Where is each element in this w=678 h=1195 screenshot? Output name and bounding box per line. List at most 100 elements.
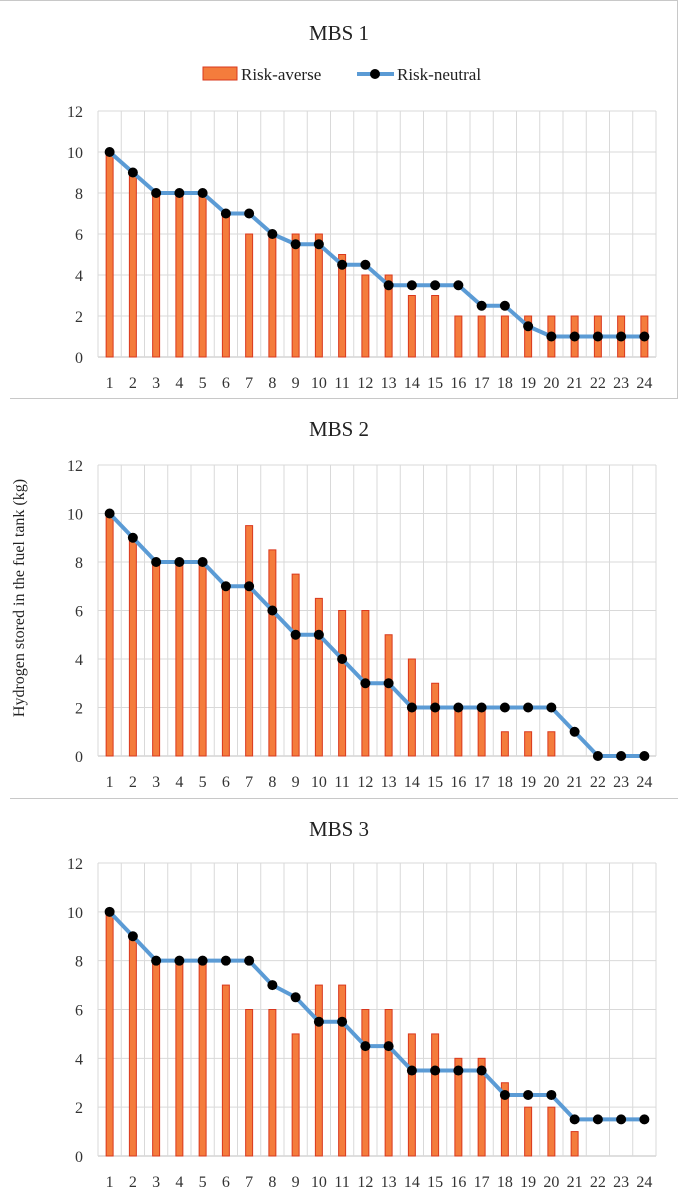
line-point: [127, 931, 138, 942]
x-tick-label: 7: [245, 1174, 253, 1191]
bar: [477, 1057, 486, 1157]
x-tick-label: 1: [106, 774, 114, 791]
x-tick-label: 4: [175, 774, 183, 791]
x-tick-label: 9: [292, 375, 300, 392]
bar: [361, 1009, 370, 1157]
line-point: [592, 751, 603, 761]
bar: [384, 1009, 393, 1157]
x-tick-label: 2: [129, 1174, 137, 1191]
y-axis-label: Hydrogen stored in the fuel tank (kg): [11, 478, 28, 718]
bar: [105, 151, 114, 358]
x-tick-label: 24: [636, 375, 652, 392]
line-point: [290, 629, 301, 640]
x-tick-label: 18: [497, 1174, 513, 1191]
bar: [500, 731, 509, 757]
bar: [175, 192, 184, 358]
x-tick-label: 5: [199, 774, 207, 791]
gridlines: [97, 110, 657, 358]
y-tick-label: 6: [75, 227, 83, 244]
y-tick-label: 0: [75, 1149, 83, 1166]
x-tick-label: 21: [567, 1174, 583, 1191]
line-point: [639, 1114, 650, 1125]
x-tick-label: 11: [334, 375, 349, 392]
line-point: [244, 208, 255, 219]
line-point: [127, 532, 138, 543]
x-tick-label: 23: [613, 375, 629, 392]
line-point: [406, 1065, 417, 1076]
x-tick-label: 13: [381, 774, 397, 791]
x-tick-label: 13: [381, 1174, 397, 1191]
bar: [105, 513, 114, 757]
x-tick-label: 21: [567, 375, 583, 392]
x-tick-label: 19: [520, 1174, 536, 1191]
chart-panel-mbs-2: MBS 2 0 2 4 6 8 10 12 1 2 3 4 5 6 7 8 9 10 11 12 13 14 15 16 17 1…: [0, 398, 678, 798]
legend-line-marker: [370, 69, 380, 79]
line-point: [569, 1114, 580, 1125]
line-point: [197, 955, 208, 966]
x-tick-label: 6: [222, 1174, 230, 1191]
line-point: [523, 702, 534, 713]
line-point: [197, 557, 208, 567]
line-point: [406, 280, 417, 291]
bar: [291, 233, 300, 358]
x-tick-label: 22: [590, 1174, 606, 1191]
bar: [454, 315, 463, 358]
bar: [291, 1033, 300, 1157]
line-point: [383, 280, 394, 291]
bar: [175, 960, 184, 1157]
bar: [524, 1106, 533, 1157]
bar: [407, 1033, 416, 1157]
x-tick-label: 23: [613, 1174, 629, 1191]
x-tick-label: 12: [357, 1174, 373, 1191]
line-point: [476, 1065, 487, 1076]
x-tick-label: 10: [311, 1174, 327, 1191]
x-tick-label: 18: [497, 774, 513, 791]
y-tick-label: 10: [67, 145, 83, 162]
bar: [128, 537, 137, 757]
y-tick-label: 2: [75, 701, 83, 718]
y-tick-label: 10: [67, 905, 83, 922]
line-point: [174, 557, 185, 567]
bar: [407, 295, 416, 358]
bar: [454, 1057, 463, 1157]
line-point: [616, 1114, 627, 1125]
bar-series: [105, 151, 649, 358]
legend-bar-label: Risk-averse: [241, 65, 321, 84]
line-point: [523, 321, 534, 332]
legend-bar-swatch: [202, 66, 238, 81]
line-point: [174, 188, 185, 198]
y-tick-label: 0: [75, 749, 83, 766]
line-point: [499, 300, 510, 311]
y-tick-label: 12: [67, 856, 83, 873]
line-point: [267, 605, 278, 616]
bar: [221, 213, 230, 358]
line-point: [569, 331, 580, 342]
line-point: [104, 906, 115, 917]
x-tick-label: 15: [427, 375, 443, 392]
line-point: [639, 331, 650, 342]
line-point: [592, 331, 603, 342]
x-tick-label: 4: [175, 375, 183, 392]
x-tick-label: 24: [636, 1174, 652, 1191]
x-tick-label: 15: [427, 774, 443, 791]
x-tick-label: 16: [450, 375, 466, 392]
x-tick-label: 13: [381, 375, 397, 392]
line-point: [546, 1089, 557, 1100]
x-tick-label: 19: [520, 774, 536, 791]
x-tick-label: 10: [311, 774, 327, 791]
bar: [431, 682, 440, 757]
line-point: [499, 702, 510, 713]
x-tick-label: 22: [590, 375, 606, 392]
y-tick-label: 8: [75, 954, 83, 971]
line-markers: [104, 906, 650, 1125]
line-markers: [104, 508, 650, 761]
line-point: [337, 259, 348, 270]
line-point: [592, 1114, 603, 1125]
line-point: [569, 726, 580, 737]
bar: [105, 911, 114, 1157]
bar: [221, 984, 230, 1157]
line-point: [197, 188, 208, 198]
x-tick-label: 17: [474, 375, 490, 392]
line-point: [476, 300, 487, 311]
